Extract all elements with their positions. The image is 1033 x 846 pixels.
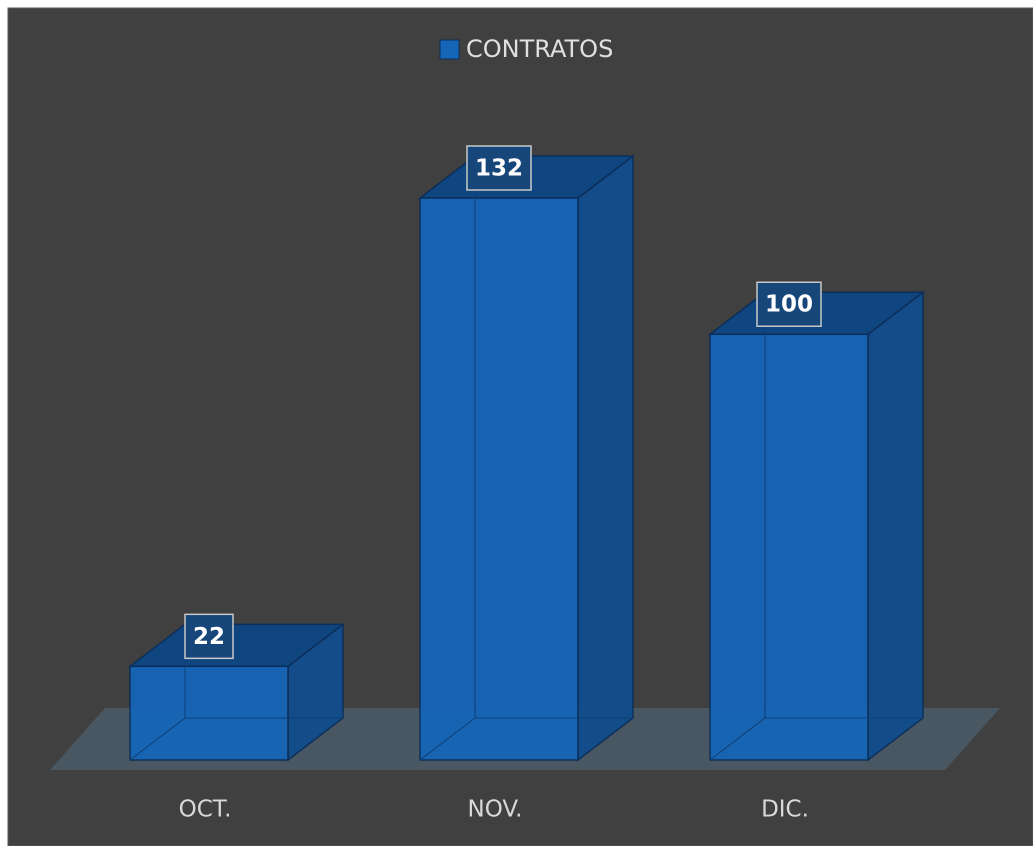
x-tick-label: DIC.: [761, 797, 809, 823]
data-label: 132: [475, 156, 523, 182]
legend: CONTRATOS: [439, 35, 613, 63]
data-label: 100: [765, 292, 813, 318]
bar: [707, 290, 926, 762]
data-label-box: [466, 145, 532, 191]
x-tick-label: NOV.: [468, 797, 523, 823]
x-tick-label: OCT.: [179, 797, 232, 823]
bar-front: [129, 665, 289, 761]
bar-front: [419, 197, 579, 761]
bars: 22 OCT. 132 NOV. 100 DIC.: [127, 145, 926, 823]
bar-front: [709, 333, 869, 761]
data-label: 22: [193, 624, 225, 650]
legend-swatch: [439, 39, 460, 60]
bar: [417, 154, 636, 762]
data-label-box: [756, 281, 822, 327]
bar: [127, 622, 346, 762]
data-label-box: [184, 613, 234, 660]
legend-label: CONTRATOS: [466, 35, 613, 63]
bar-side: [577, 154, 634, 762]
bar-side: [867, 290, 924, 762]
